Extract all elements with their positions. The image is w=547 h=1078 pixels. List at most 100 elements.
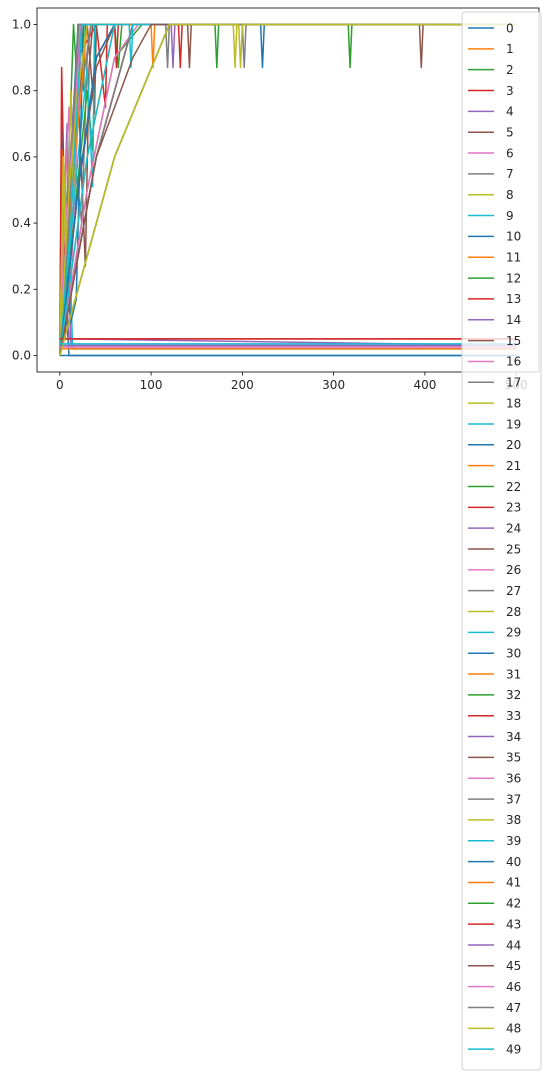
- series-line-2: [59, 23, 517, 356]
- legend-label: 29: [506, 626, 521, 640]
- y-tick-label: 1.0: [12, 18, 31, 32]
- legend-label: 17: [506, 376, 521, 390]
- series-line-0: [59, 109, 517, 357]
- legend-label: 6: [506, 146, 514, 160]
- legend-label: 32: [506, 688, 521, 702]
- series-line-13: [59, 23, 517, 356]
- legend-label: 49: [506, 1042, 521, 1056]
- series-line-42: [59, 23, 517, 356]
- series-line-18: [59, 23, 517, 356]
- legend-label: 20: [506, 438, 521, 452]
- series-line-27: [59, 23, 517, 356]
- legend-label: 22: [506, 480, 521, 494]
- legend-label: 33: [506, 709, 521, 723]
- series-line-20: [59, 23, 517, 356]
- series-line-35: [59, 23, 517, 356]
- legend-label: 4: [506, 105, 514, 119]
- legend-label: 47: [506, 1001, 521, 1015]
- series-line-12: [59, 23, 517, 356]
- legend-label: 14: [506, 313, 521, 327]
- x-tick-label: 100: [140, 378, 163, 392]
- series-line-8: [59, 23, 517, 356]
- x-tick-label: 300: [322, 378, 345, 392]
- series-line-22: [59, 23, 517, 356]
- legend-label: 41: [506, 876, 521, 890]
- x-axis: 0100200300400500: [56, 372, 528, 392]
- legend-label: 28: [506, 605, 521, 619]
- y-tick-label: 0.2: [12, 282, 31, 296]
- legend-label: 37: [506, 792, 521, 806]
- legend-label: 12: [506, 271, 521, 285]
- series-line-48: [59, 23, 517, 356]
- legend-label: 36: [506, 772, 521, 786]
- series-line-45: [59, 23, 517, 356]
- legend-label: 26: [506, 563, 521, 577]
- series-line-4: [59, 123, 517, 356]
- legend-label: 45: [506, 959, 521, 973]
- series-line-16: [59, 23, 517, 356]
- legend-box: [461, 11, 542, 1071]
- legend-label: 11: [506, 251, 521, 265]
- legend-label: 24: [506, 521, 521, 535]
- series-line-7: [59, 23, 517, 356]
- legend-label: 23: [506, 501, 521, 515]
- legend-label: 8: [506, 188, 514, 202]
- series-line-25: [59, 23, 517, 356]
- legend-label: 18: [506, 396, 521, 410]
- series-line-37: [59, 23, 517, 356]
- legend-label: 13: [506, 292, 521, 306]
- legend-label: 48: [506, 1022, 521, 1036]
- legend-label: 2: [506, 63, 514, 77]
- legend-label: 10: [506, 230, 521, 244]
- series-line-11: [59, 23, 517, 356]
- legend-label: 5: [506, 126, 514, 140]
- plot-lines: [59, 23, 517, 357]
- series-line-23: [59, 23, 517, 356]
- series-line-14: [59, 255, 517, 356]
- legend-label: 25: [506, 542, 521, 556]
- series-line-39: [59, 23, 517, 356]
- series-line-38: [59, 23, 517, 356]
- series-line-33: [59, 23, 517, 356]
- series-line-24: [59, 23, 517, 356]
- legend-label: 19: [506, 417, 521, 431]
- series-line-15: [59, 23, 517, 356]
- series-line-9: [59, 222, 517, 356]
- series-line-29: [59, 23, 517, 356]
- series-line-6: [59, 23, 517, 356]
- series-line-5: [59, 23, 517, 356]
- legend-label: 3: [506, 84, 514, 98]
- x-tick-label: 200: [231, 378, 254, 392]
- series-line-36: [59, 23, 517, 356]
- legend-label: 40: [506, 855, 521, 869]
- legend-label: 46: [506, 980, 521, 994]
- legend-label: 35: [506, 751, 521, 765]
- series-line-17: [59, 23, 517, 356]
- legend: 0123456789101112131415161718192021222324…: [461, 11, 542, 1071]
- y-axis: 0.0 0.2 0.4 0.6 0.8 1.0: [12, 18, 37, 362]
- series-line-21: [59, 23, 517, 356]
- series-line-32: [59, 23, 517, 356]
- y-tick-label: 0.0: [12, 348, 31, 362]
- legend-label: 44: [506, 938, 521, 952]
- y-tick-label: 0.4: [12, 216, 31, 230]
- series-line-26: [59, 23, 517, 356]
- legend-label: 9: [506, 209, 514, 223]
- series-line-10: [59, 23, 517, 356]
- series-line-28: [59, 23, 517, 356]
- legend-label: 39: [506, 834, 521, 848]
- series-line-34: [59, 23, 517, 356]
- legend-label: 15: [506, 334, 521, 348]
- series-line-1: [59, 149, 517, 356]
- legend-label: 1: [506, 42, 514, 56]
- legend-label: 30: [506, 647, 521, 661]
- x-tick-label: 400: [413, 378, 436, 392]
- legend-label: 38: [506, 813, 521, 827]
- legend-label: 31: [506, 667, 521, 681]
- legend-label: 7: [506, 167, 514, 181]
- x-tick-label: 0: [56, 378, 64, 392]
- legend-label: 27: [506, 584, 521, 598]
- legend-label: 0: [506, 21, 514, 35]
- legend-label: 16: [506, 355, 521, 369]
